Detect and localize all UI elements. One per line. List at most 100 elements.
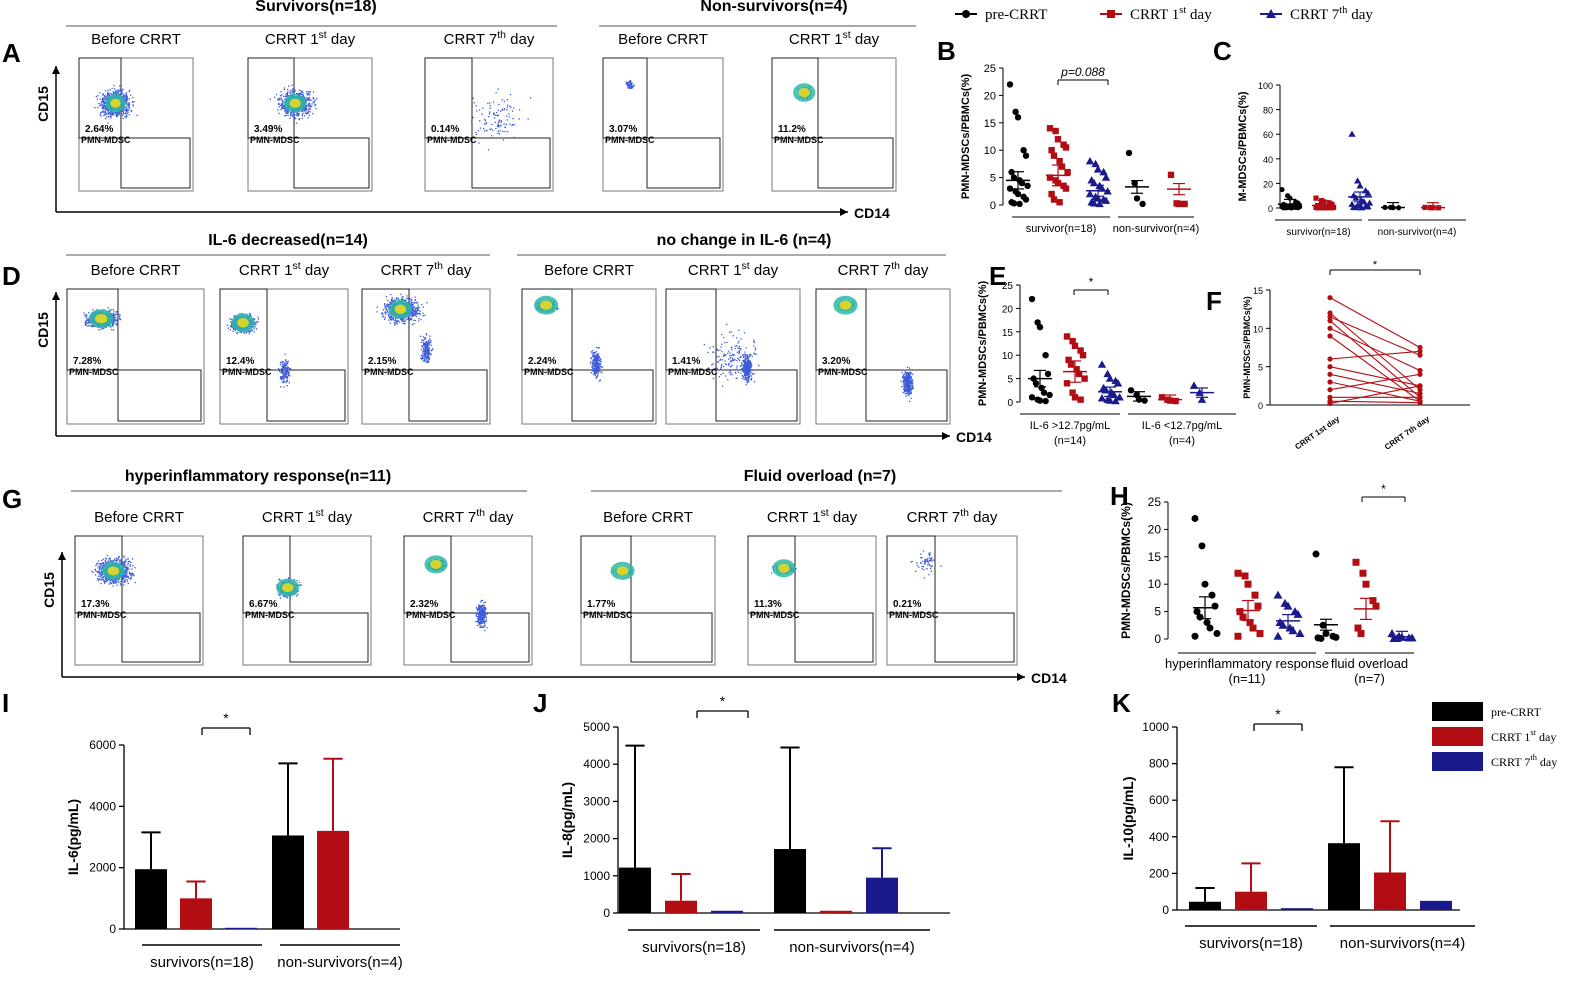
event-dot: [240, 331, 242, 334]
event-dot: [506, 109, 508, 111]
event-dot: [737, 342, 739, 344]
event-dot: [738, 358, 740, 361]
event-dot: [518, 118, 520, 120]
event-dot: [387, 303, 389, 305]
event-dot: [384, 306, 387, 309]
event-dot: [381, 316, 384, 318]
event-dot: [290, 115, 292, 117]
event-dot: [385, 305, 387, 307]
event-dot: [717, 349, 719, 352]
event-dot: [281, 368, 283, 370]
event-dot: [281, 371, 284, 373]
event-dot: [298, 115, 300, 117]
event-dot: [243, 332, 245, 334]
event-dot: [308, 99, 310, 101]
event-dot: [484, 118, 486, 121]
event-dot: [101, 107, 103, 110]
event-dot: [84, 322, 86, 324]
event-dot: [285, 362, 287, 364]
plot-frame: [602, 57, 724, 192]
event-dot: [277, 99, 279, 101]
event-dot: [136, 114, 138, 117]
event-dot: [599, 364, 601, 366]
event-dot: [306, 111, 309, 113]
event-dot: [630, 83, 632, 85]
legend-label: CRRT 7th day: [1290, 5, 1373, 23]
event-dot: [402, 318, 404, 321]
event-dot: [116, 112, 118, 114]
event-dot: [127, 99, 129, 101]
event-dot: [426, 358, 428, 361]
rowD-group-title-1: no change in IL-6 (n=4): [657, 232, 832, 249]
event-dot: [286, 369, 288, 371]
event-dot: [289, 367, 292, 370]
axis-arrow: [52, 66, 60, 74]
event-dot: [497, 124, 499, 127]
event-dot: [305, 107, 307, 109]
event-dot: [595, 351, 598, 353]
event-dot: [511, 110, 514, 112]
event-dot: [415, 312, 417, 314]
event-dot: [630, 80, 632, 82]
event-dot: [116, 323, 118, 326]
event-dot: [495, 112, 498, 114]
event-dot: [470, 121, 473, 123]
event-dot: [116, 315, 119, 317]
event-dot: [280, 371, 282, 374]
event-dot: [112, 111, 114, 114]
event-dot: [720, 373, 722, 376]
event-dot: [299, 89, 301, 92]
event-dot: [416, 310, 418, 312]
event-dot: [278, 99, 281, 101]
event-dot: [592, 367, 594, 369]
event-dot: [109, 112, 111, 114]
event-dot: [743, 353, 746, 355]
event-dot: [428, 349, 430, 351]
event-dot: [290, 114, 292, 116]
event-dot: [503, 123, 505, 125]
event-dot: [597, 366, 599, 368]
event-dot: [284, 363, 287, 365]
event-dot: [102, 107, 104, 109]
event-dot: [752, 373, 754, 375]
event-dot: [395, 323, 397, 325]
event-dot: [390, 293, 392, 296]
event-dot: [513, 136, 515, 139]
event-dot: [297, 112, 299, 114]
event-dot: [285, 112, 287, 114]
event-dot: [285, 376, 287, 378]
event-dot: [128, 107, 131, 109]
event-dot: [429, 335, 431, 337]
panel-letter-i: I: [2, 688, 9, 718]
event-dot: [493, 114, 495, 116]
event-dot: [513, 124, 515, 126]
event-dot: [412, 311, 414, 314]
event-dot: [737, 371, 740, 373]
event-dot: [107, 116, 110, 118]
event-dot: [308, 114, 311, 117]
event-dot: [488, 113, 491, 115]
plot-frame: [424, 57, 554, 192]
event-dot: [95, 309, 98, 311]
m-gate: [646, 137, 721, 189]
event-dot: [498, 126, 500, 128]
event-dot: [598, 364, 600, 367]
event-dot: [281, 98, 283, 100]
event-dot: [116, 91, 118, 93]
event-dot: [411, 319, 413, 321]
event-dot: [129, 89, 131, 91]
event-dot: [116, 114, 118, 116]
event-dot: [309, 106, 311, 108]
event-dot: [601, 366, 604, 368]
event-dot: [414, 299, 416, 301]
event-dot: [422, 312, 424, 314]
event-dot: [627, 84, 630, 86]
event-dot: [425, 340, 427, 343]
event-dot: [120, 117, 122, 119]
event-dot: [280, 91, 282, 93]
event-dot: [312, 101, 314, 103]
event-dot: [744, 351, 746, 353]
event-dot: [422, 336, 425, 338]
event-dot: [424, 354, 426, 356]
event-dot: [128, 103, 131, 106]
